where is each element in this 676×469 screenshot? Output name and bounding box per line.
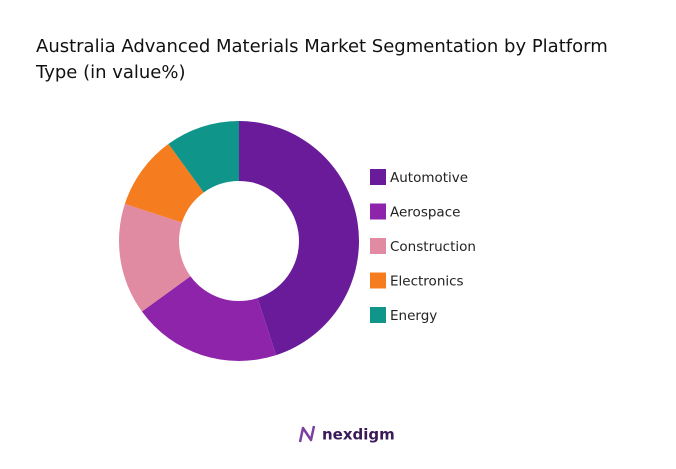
legend-swatch [370, 238, 386, 254]
legend-swatch [370, 203, 386, 220]
legend-swatch [370, 307, 386, 323]
donut-slice [118, 203, 191, 312]
donut-slice [124, 143, 204, 223]
legend-swatch [370, 272, 386, 289]
donut-slice [168, 121, 239, 193]
donut-slice [141, 276, 277, 361]
legend-label: Energy [390, 308, 437, 324]
legend-label: Automotive [390, 170, 468, 186]
legend-label: Aerospace [390, 205, 460, 221]
legend-label: Construction [390, 239, 476, 255]
legend-swatch [370, 169, 386, 185]
logo: nexdigm [298, 426, 395, 444]
legend-label: Electronics [390, 274, 464, 290]
brand: nexdigm [322, 426, 395, 444]
chart-title: Australia Advanced Materials Market Segm… [36, 36, 608, 83]
donut-slice [239, 121, 359, 356]
